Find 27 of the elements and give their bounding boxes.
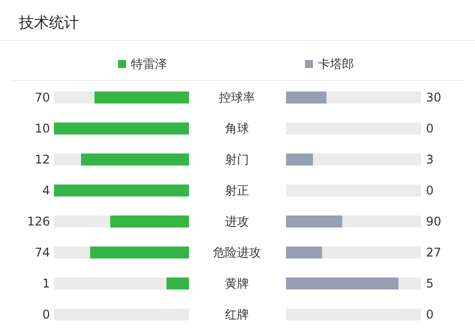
data-label: 74 bbox=[34, 246, 50, 260]
category-label: 黄牌 bbox=[225, 276, 249, 290]
data-label: 1 bbox=[42, 276, 50, 290]
data-label: 70 bbox=[34, 90, 50, 104]
data-label: 126 bbox=[27, 214, 50, 228]
data-label: 90 bbox=[426, 214, 442, 228]
data-label: 12 bbox=[34, 152, 50, 166]
data-label: 30 bbox=[426, 90, 442, 104]
category-label: 角球 bbox=[225, 122, 249, 136]
category-label: 危险进攻 bbox=[213, 246, 261, 260]
data-label: 0 bbox=[426, 308, 434, 322]
category-label: 进攻 bbox=[225, 214, 249, 228]
data-label: 0 bbox=[426, 122, 434, 136]
data-label: 27 bbox=[426, 246, 442, 260]
data-label: 0 bbox=[42, 308, 50, 322]
category-label: 射正 bbox=[225, 184, 249, 198]
legend-label: 特雷泽 bbox=[131, 57, 167, 71]
legend-label: 卡塔郎 bbox=[318, 57, 354, 71]
data-label: 0 bbox=[426, 184, 434, 198]
data-label: 5 bbox=[426, 276, 434, 290]
data-label: 3 bbox=[426, 152, 434, 166]
category-label: 射门 bbox=[225, 152, 249, 166]
data-label: 4 bbox=[42, 184, 50, 198]
category-label: 控球率 bbox=[219, 90, 255, 104]
data-label: 10 bbox=[34, 122, 50, 136]
text: 技术统计 bbox=[18, 14, 79, 32]
category-label: 红牌 bbox=[225, 308, 249, 322]
